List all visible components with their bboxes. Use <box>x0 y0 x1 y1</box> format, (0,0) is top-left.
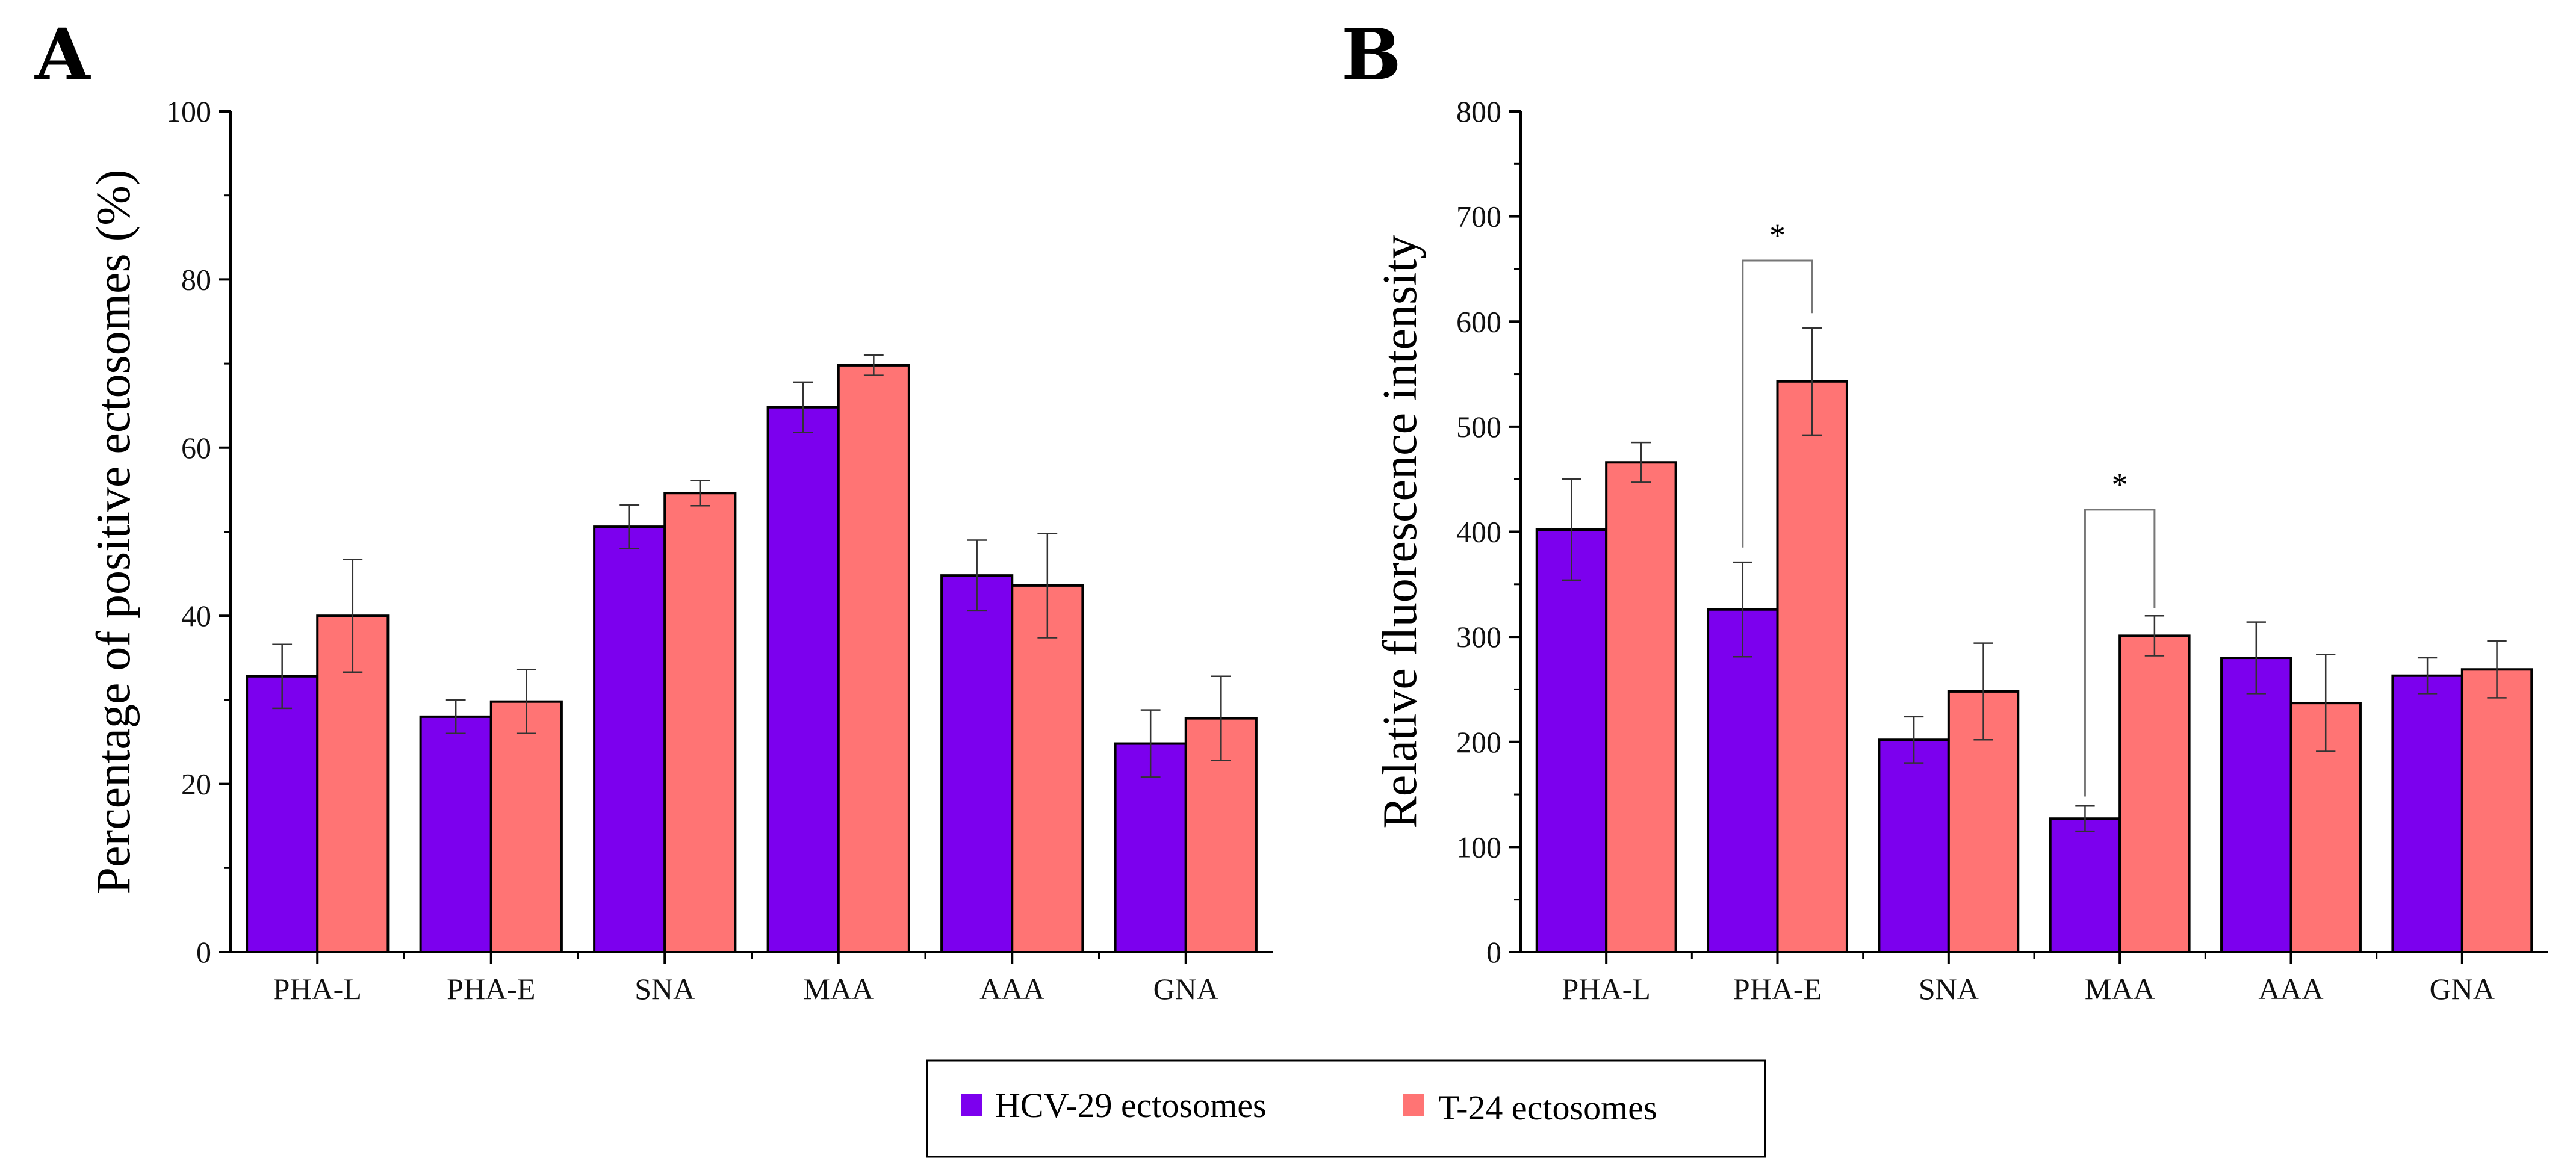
chart-a-bar-t24 <box>663 492 737 953</box>
chart-b-bar-t24 <box>1605 461 1677 953</box>
chart-a-error-bar <box>1037 533 1058 639</box>
chart-a-error-bar <box>1211 675 1231 761</box>
legend-label-hcv29: HCV-29 ectosomes <box>995 1086 1267 1125</box>
chart-a-ytick-label: 80 <box>181 262 211 296</box>
chart-a-error-bar <box>343 559 363 673</box>
chart-a-y-axis-label: Percentage of positive ectosomes (%) <box>87 169 140 894</box>
chart-b-ytick-label: 800 <box>1456 94 1501 128</box>
legend-frame <box>926 1059 1766 1158</box>
chart-a-bar-hcv29 <box>1114 742 1187 953</box>
chart-b-error-bar <box>1904 716 1924 764</box>
chart-a-ytick-label: 20 <box>181 767 211 801</box>
chart-a-bar-t24 <box>837 364 910 953</box>
chart-a-xtick-label: AAA <box>979 972 1044 1006</box>
chart-a-ytick-label: 40 <box>181 599 211 633</box>
chart-b-xtick-label: PHA-L <box>1562 972 1651 1006</box>
chart-a-xtick-label: PHA-L <box>273 972 362 1006</box>
chart-b-ytick-label: 500 <box>1456 410 1501 444</box>
chart-a-xtick-label: PHA-E <box>447 972 535 1006</box>
chart-b-error-bar <box>2316 654 2336 752</box>
panel-b-label: B <box>1341 13 1401 96</box>
legend: HCV-29 ectosomes T-24 ectosomes <box>926 1059 1766 1158</box>
chart-b: 0 100 200 300 400 500 600 700 800 PHA-L PHA-E SNA MA… <box>1374 94 2548 1006</box>
chart-b-bar-t24 <box>2118 634 2191 954</box>
chart-b-ytick-label: 600 <box>1456 305 1501 338</box>
legend-swatch-t24 <box>1403 1094 1424 1116</box>
chart-b-bar-hcv29 <box>2049 817 2121 953</box>
chart-b-significance-star: * <box>2112 466 2128 503</box>
chart-a-error-bar <box>1140 709 1161 778</box>
chart-b-ytick-label: 400 <box>1456 515 1501 549</box>
chart-b-error-bar <box>1631 441 1651 483</box>
chart-a-error-bar <box>445 699 466 735</box>
chart-b-significance-bracket <box>2084 509 2156 797</box>
chart-a-bar-hcv29 <box>766 406 840 953</box>
chart-b-error-bar <box>2487 640 2507 699</box>
chart-a-xtick-label: MAA <box>803 972 874 1006</box>
chart-b-significance-star: * <box>1769 217 1786 253</box>
chart-b-error-bar <box>1973 642 1993 741</box>
panel-a-label: A <box>34 13 91 96</box>
chart-b-bar-t24 <box>1776 380 1848 953</box>
chart-b-ytick-label: 200 <box>1456 725 1501 759</box>
chart-a-bar-t24 <box>489 700 563 953</box>
chart-a-error-bar <box>967 539 987 612</box>
chart-b-bar-hcv29 <box>2220 657 2292 954</box>
chart-b-error-bar <box>1562 478 1581 581</box>
chart-b-bar-hcv29 <box>2391 674 2463 953</box>
chart-b-y-axis-label: Relative fluorescence intensity <box>1374 235 1427 828</box>
chart-a-xtick-label: SNA <box>635 972 695 1006</box>
chart-b-error-bar <box>1733 561 1752 658</box>
chart-a-error-bar <box>619 504 640 549</box>
chart-b-bar-hcv29 <box>1535 528 1608 953</box>
chart-b-xtick-label: PHA-E <box>1733 972 1822 1006</box>
chart-a-error-bar <box>793 381 813 433</box>
chart-a-bar-hcv29 <box>940 574 1014 953</box>
chart-b-error-bar <box>2417 657 2438 695</box>
chart-a-error-bar <box>690 480 710 507</box>
chart-b-bar-t24 <box>2460 668 2533 954</box>
chart-a: 0 20 40 60 80 100 PHA-L PHA-E SNA MAA AAA GNA Percen… <box>87 94 1273 1006</box>
chart-b-ytick-label: 300 <box>1456 620 1501 654</box>
chart-a-bar-hcv29 <box>419 715 492 953</box>
chart-b-error-bar <box>1802 327 1822 436</box>
chart-a-xtick-label: GNA <box>1153 972 1218 1006</box>
chart-a-error-bar <box>272 643 293 710</box>
legend-label-t24: T-24 ectosomes <box>1438 1088 1657 1127</box>
chart-b-error-bar <box>2075 805 2095 832</box>
chart-a-error-bar <box>863 354 884 376</box>
chart-a-error-bar <box>516 669 536 735</box>
chart-a-ytick-label: 100 <box>166 94 211 128</box>
chart-a-bar-t24 <box>1011 584 1084 953</box>
chart-b-xtick-label: MAA <box>2085 972 2155 1006</box>
chart-b-ytick-label: 0 <box>1486 935 1501 969</box>
chart-b-error-bar <box>2246 621 2266 695</box>
chart-b-error-bar <box>2144 614 2165 657</box>
chart-b-xtick-label: AAA <box>2258 972 2323 1006</box>
chart-b-ytick-label: 700 <box>1456 200 1501 234</box>
chart-a-bar-hcv29 <box>246 675 319 954</box>
chart-b-bar-hcv29 <box>1878 738 1950 953</box>
chart-a-bar-hcv29 <box>593 525 666 953</box>
chart-b-significance-bracket <box>1742 259 1813 548</box>
chart-b-ytick-label: 100 <box>1456 830 1501 864</box>
legend-swatch-hcv29 <box>961 1094 982 1116</box>
chart-b-xtick-label: SNA <box>1919 972 1979 1006</box>
chart-b-bar-hcv29 <box>1707 608 1779 953</box>
chart-a-ytick-label: 0 <box>196 935 211 969</box>
chart-a-ytick-label: 60 <box>181 431 211 465</box>
chart-b-xtick-label: GNA <box>2430 972 2495 1006</box>
